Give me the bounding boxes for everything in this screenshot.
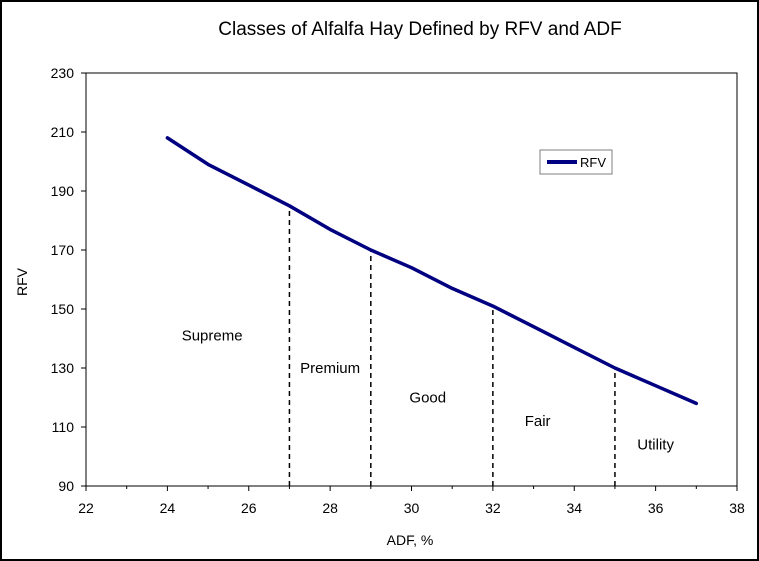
y-tick-label: 110 (52, 419, 75, 435)
legend-label: RFV (580, 155, 606, 170)
y-tick-label: 90 (58, 478, 74, 494)
x-tick-label: 24 (160, 500, 176, 516)
y-tick-label: 170 (51, 242, 75, 258)
region-label: Premium (300, 360, 360, 377)
y-axis-label: RFV (14, 267, 30, 296)
y-tick-label: 130 (51, 360, 75, 376)
chart-title: Classes of Alfalfa Hay Defined by RFV an… (218, 19, 621, 40)
x-tick-label: 36 (648, 500, 664, 516)
x-tick-label: 22 (78, 500, 94, 516)
plot-border (85, 72, 738, 487)
y-tick-label: 230 (51, 65, 75, 81)
y-tick-label: 150 (51, 301, 75, 317)
region-label: Fair (525, 413, 551, 430)
y-tick-label: 190 (51, 183, 75, 199)
x-tick-label: 34 (566, 500, 582, 516)
region-label: Good (409, 390, 446, 407)
x-tick-label: 26 (241, 500, 257, 516)
y-tick-label: 210 (51, 124, 75, 140)
x-tick-label: 32 (485, 500, 501, 516)
region-label: Utility (637, 437, 674, 454)
x-axis-label: ADF, % (387, 532, 434, 548)
plot-area: 22 24 26 28 30 32 34 36 38 90 110 130 150 170 190 210 23… (51, 65, 745, 516)
x-tick-label: 28 (322, 500, 338, 516)
x-tick-label: 38 (729, 500, 745, 516)
x-tick-label: 30 (404, 500, 420, 516)
legend: RFV (539, 149, 613, 175)
rfv-series-line (165, 136, 699, 406)
region-label: Supreme (182, 328, 243, 345)
